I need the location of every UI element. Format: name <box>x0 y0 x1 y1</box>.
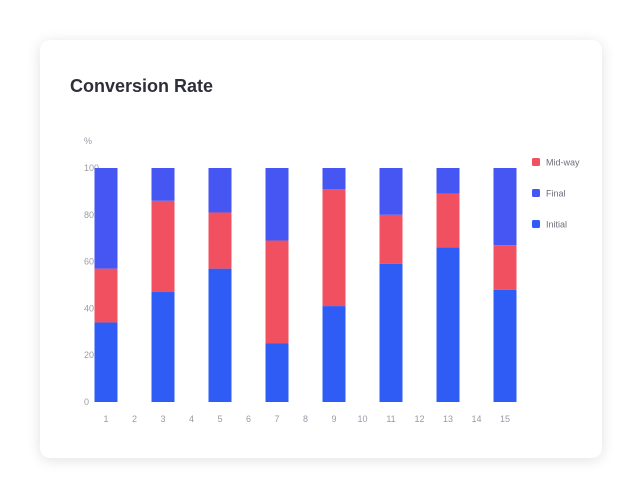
bar-segment-final <box>379 168 403 215</box>
bar-segment-initial <box>436 247 460 402</box>
bar-segment-initial <box>208 268 232 402</box>
x-tick-label: 12 <box>414 414 424 424</box>
x-tick-label: 9 <box>331 414 336 424</box>
x-tick-label: 13 <box>443 414 453 424</box>
bar-segment-mid-way <box>493 245 517 290</box>
bar-segment-mid-way <box>208 212 232 269</box>
bar-segment-initial <box>265 343 289 402</box>
bars <box>94 168 517 402</box>
y-tick-label: 80 <box>84 210 94 220</box>
x-tick-label: 10 <box>357 414 367 424</box>
chart-title: Conversion Rate <box>70 76 214 96</box>
legend-label: Initial <box>546 220 567 230</box>
y-tick-label: 20 <box>84 350 94 360</box>
bar-segment-final <box>436 168 460 194</box>
bar-segment-initial <box>379 263 403 402</box>
x-tick-label: 11 <box>386 414 395 424</box>
bar-segment-initial <box>94 322 118 402</box>
y-tick-label: 0 <box>84 397 89 407</box>
bar-segment-final <box>322 168 346 190</box>
bar-segment-mid-way <box>379 214 403 264</box>
x-tick-label: 14 <box>471 414 481 424</box>
y-tick-label: 40 <box>84 303 94 313</box>
bar-segment-final <box>94 168 118 269</box>
x-tick-label: 5 <box>217 414 222 424</box>
bar-segment-initial <box>322 306 346 402</box>
x-tick-label: 2 <box>132 414 137 424</box>
x-tick-label: 6 <box>246 414 251 424</box>
legend-swatch <box>532 220 540 228</box>
bar-segment-final <box>265 168 289 241</box>
legend-swatch <box>532 189 540 197</box>
x-tick-label: 15 <box>500 414 510 424</box>
bar-segment-initial <box>493 289 517 402</box>
bar-segment-final <box>151 168 175 201</box>
y-axis: % 0 20 40 60 80 100 <box>84 136 99 407</box>
legend: Mid-way Final Initial <box>532 158 580 230</box>
bar-segment-final <box>208 168 232 213</box>
bar-segment-mid-way <box>322 189 346 307</box>
x-tick-label: 3 <box>160 414 165 424</box>
bar-segment-mid-way <box>151 200 175 293</box>
x-axis: 1 2 3 4 5 6 7 8 9 10 11 12 13 14 15 <box>103 414 510 424</box>
y-axis-unit-label: % <box>84 136 92 146</box>
x-tick-label: 7 <box>274 414 279 424</box>
bar-segment-mid-way <box>94 268 118 323</box>
legend-label: Mid-way <box>546 158 580 168</box>
y-tick-label: 60 <box>84 257 94 267</box>
legend-label: Final <box>546 189 566 199</box>
x-tick-label: 4 <box>189 414 194 424</box>
legend-swatch <box>532 158 540 166</box>
bar-segment-final <box>493 168 517 246</box>
bar-segment-mid-way <box>436 193 460 248</box>
x-tick-label: 8 <box>303 414 308 424</box>
y-tick-label: 100 <box>84 163 99 173</box>
x-tick-label: 1 <box>103 414 108 424</box>
bar-segment-initial <box>151 292 175 402</box>
bar-segment-mid-way <box>265 240 289 344</box>
